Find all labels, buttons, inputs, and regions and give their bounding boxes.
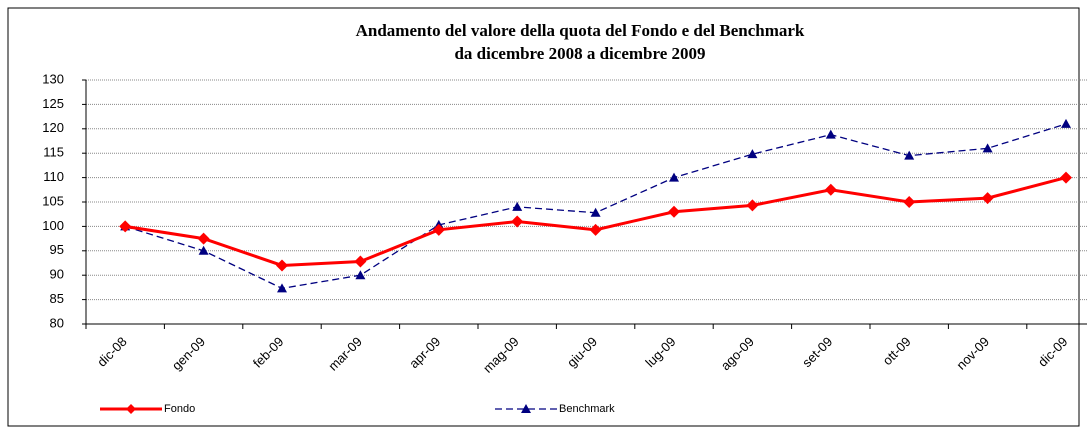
marker <box>589 223 602 236</box>
legend-marker <box>126 404 136 414</box>
chart-subtitle: da dicembre 2008 a dicembre 2009 <box>454 44 705 63</box>
marker <box>669 172 679 182</box>
marker <box>1061 118 1071 128</box>
x-tick-label: apr-09 <box>406 334 443 371</box>
marker <box>825 129 836 139</box>
marker <box>511 215 524 228</box>
x-tick-label: dic-08 <box>94 334 130 370</box>
marker <box>746 199 759 212</box>
marker <box>981 192 994 205</box>
y-tick-label: 110 <box>43 169 64 184</box>
marker <box>198 245 209 255</box>
legend-marker <box>521 404 531 413</box>
legend-label: Benchmark <box>559 403 615 415</box>
y-tick-label: 120 <box>42 120 64 135</box>
marker <box>982 143 993 153</box>
marker <box>590 207 601 217</box>
legend-label: Fondo <box>164 403 195 415</box>
y-tick-label: 105 <box>42 193 64 208</box>
marker <box>668 205 680 218</box>
chart-frame <box>7 7 1080 427</box>
marker <box>747 149 758 159</box>
marker <box>904 150 915 160</box>
y-tick-label: 80 <box>50 315 64 330</box>
y-tick-label: 100 <box>42 218 64 233</box>
y-tick-label: 90 <box>50 267 64 282</box>
x-tick-label: lug-09 <box>642 334 678 370</box>
marker <box>354 255 367 268</box>
y-tick-label: 85 <box>50 291 64 306</box>
x-tick-label: nov-09 <box>953 334 992 373</box>
marker <box>432 223 445 236</box>
marker <box>512 201 523 211</box>
y-tick-label: 125 <box>42 96 64 111</box>
marker <box>197 232 210 245</box>
y-tick-label: 130 <box>42 71 64 86</box>
x-tick-label: dic-09 <box>1035 334 1071 370</box>
marker <box>355 270 366 280</box>
x-tick-label: giu-09 <box>564 334 600 370</box>
x-tick-label: ott-09 <box>880 334 914 368</box>
series-line <box>125 123 1067 290</box>
marker <box>119 220 132 233</box>
y-tick-label: 115 <box>43 145 64 160</box>
marker <box>824 183 837 196</box>
marker <box>903 196 916 208</box>
x-tick-label: feb-09 <box>250 334 287 371</box>
x-tick-label: gen-09 <box>169 334 208 373</box>
x-tick-label: mar-09 <box>325 334 365 374</box>
marker <box>1060 171 1072 184</box>
marker <box>277 283 287 293</box>
marker <box>276 259 288 272</box>
x-tick-label: ago-09 <box>718 334 757 373</box>
y-tick-label: 95 <box>50 242 64 257</box>
x-tick-label: mag-09 <box>480 334 522 376</box>
series-line <box>124 176 1067 267</box>
chart-title: Andamento del valore della quota del Fon… <box>356 21 805 40</box>
x-tick-label: set-09 <box>799 334 835 370</box>
